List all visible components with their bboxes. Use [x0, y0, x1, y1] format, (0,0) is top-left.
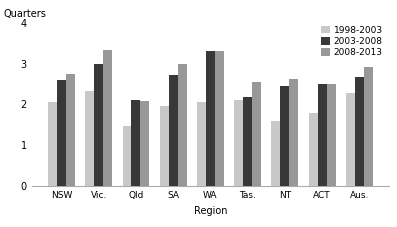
Bar — [280, 86, 289, 186]
Bar — [346, 93, 355, 186]
Bar — [364, 67, 373, 186]
Bar — [289, 79, 298, 186]
Bar — [141, 101, 149, 186]
Bar — [94, 64, 103, 186]
Bar — [169, 75, 177, 186]
Legend: 1998-2003, 2003-2008, 2008-2013: 1998-2003, 2003-2008, 2008-2013 — [319, 24, 385, 59]
Bar — [66, 74, 75, 186]
Bar — [131, 100, 141, 186]
Text: Quarters: Quarters — [3, 10, 46, 20]
Bar — [272, 121, 280, 186]
Bar — [234, 100, 243, 186]
Bar — [243, 97, 252, 186]
Bar — [85, 91, 94, 186]
Bar — [177, 64, 187, 186]
Bar — [309, 114, 318, 186]
Bar — [327, 84, 335, 186]
Bar — [215, 51, 224, 186]
Bar — [197, 102, 206, 186]
Bar — [355, 77, 364, 186]
Bar — [57, 80, 66, 186]
Bar — [206, 51, 215, 186]
Bar — [123, 126, 131, 186]
X-axis label: Region: Region — [194, 206, 227, 216]
Bar — [160, 106, 169, 186]
Bar — [48, 102, 57, 186]
Bar — [318, 84, 327, 186]
Bar — [252, 82, 261, 186]
Bar — [103, 50, 112, 186]
